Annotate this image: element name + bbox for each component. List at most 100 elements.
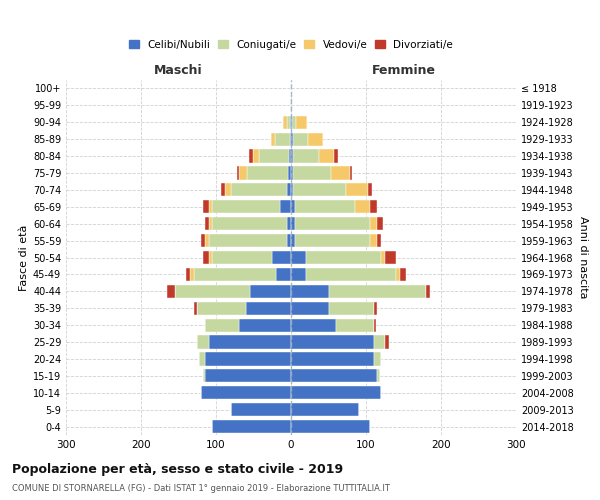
Bar — [290, 99, 291, 112]
Text: Femmine: Femmine — [371, 64, 436, 78]
Bar — [221, 184, 225, 196]
Bar — [329, 284, 426, 298]
Bar — [291, 318, 336, 332]
Bar — [205, 234, 209, 247]
Bar — [212, 200, 280, 213]
Bar — [287, 217, 291, 230]
Bar — [291, 336, 373, 348]
Bar — [271, 132, 275, 146]
Bar — [275, 132, 290, 146]
Bar — [287, 234, 291, 247]
Bar — [209, 251, 212, 264]
Bar — [349, 166, 352, 179]
Bar — [291, 268, 306, 281]
Legend: Celibi/Nubili, Coniugati/e, Vedovi/e, Divorziati/e: Celibi/Nubili, Coniugati/e, Vedovi/e, Di… — [125, 36, 457, 54]
Bar — [253, 150, 259, 162]
Bar — [319, 150, 334, 162]
Bar — [280, 200, 291, 213]
Bar — [249, 150, 253, 162]
Bar — [288, 166, 291, 179]
Bar — [293, 166, 331, 179]
Bar — [290, 132, 291, 146]
Bar — [259, 150, 289, 162]
Bar — [291, 284, 329, 298]
Bar — [201, 386, 291, 400]
Bar — [370, 200, 377, 213]
Bar — [295, 200, 355, 213]
Text: Maschi: Maschi — [154, 64, 203, 78]
Bar — [186, 268, 190, 281]
Y-axis label: Fasce di età: Fasce di età — [19, 224, 29, 290]
Bar — [209, 336, 291, 348]
Bar — [291, 403, 359, 416]
Bar — [306, 251, 381, 264]
Bar — [295, 234, 370, 247]
Bar — [291, 116, 292, 129]
Bar — [331, 166, 349, 179]
Bar — [193, 302, 197, 315]
Bar — [381, 251, 385, 264]
Bar — [287, 184, 291, 196]
Bar — [291, 166, 293, 179]
Bar — [239, 166, 247, 179]
Bar — [289, 150, 291, 162]
Bar — [237, 166, 239, 179]
Bar — [225, 184, 231, 196]
Bar — [291, 217, 295, 230]
Bar — [291, 420, 370, 433]
Bar — [329, 302, 373, 315]
Bar — [368, 184, 372, 196]
Bar — [373, 336, 385, 348]
Bar — [197, 302, 246, 315]
Bar — [373, 352, 381, 366]
Bar — [167, 284, 175, 298]
Bar — [292, 116, 296, 129]
Bar — [385, 336, 389, 348]
Bar — [203, 251, 209, 264]
Bar — [212, 251, 272, 264]
Bar — [212, 217, 287, 230]
Bar — [291, 150, 293, 162]
Bar — [212, 420, 291, 433]
Bar — [205, 369, 291, 382]
Bar — [291, 99, 292, 112]
Bar — [246, 302, 291, 315]
Bar — [209, 200, 212, 213]
Bar — [293, 184, 346, 196]
Bar — [272, 251, 291, 264]
Bar — [293, 150, 319, 162]
Bar — [203, 200, 209, 213]
Bar — [291, 251, 306, 264]
Bar — [203, 369, 205, 382]
Bar — [209, 234, 287, 247]
Bar — [296, 116, 307, 129]
Y-axis label: Anni di nascita: Anni di nascita — [578, 216, 588, 298]
Bar — [231, 403, 291, 416]
Bar — [396, 268, 400, 281]
Bar — [197, 336, 209, 348]
Bar — [287, 116, 290, 129]
Bar — [377, 369, 380, 382]
Bar — [355, 200, 370, 213]
Bar — [283, 116, 287, 129]
Bar — [250, 284, 291, 298]
Bar — [291, 234, 295, 247]
Bar — [205, 352, 291, 366]
Bar — [291, 352, 373, 366]
Bar — [373, 302, 377, 315]
Bar — [205, 318, 239, 332]
Bar — [291, 184, 293, 196]
Text: COMUNE DI STORNARELLA (FG) - Dati ISTAT 1° gennaio 2019 - Elaborazione TUTTITALI: COMUNE DI STORNARELLA (FG) - Dati ISTAT … — [12, 484, 390, 493]
Bar — [175, 284, 250, 298]
Bar — [201, 234, 205, 247]
Bar — [346, 184, 368, 196]
Bar — [291, 386, 381, 400]
Bar — [336, 318, 373, 332]
Bar — [290, 116, 291, 129]
Bar — [308, 132, 323, 146]
Bar — [306, 268, 396, 281]
Bar — [291, 200, 295, 213]
Bar — [370, 234, 377, 247]
Bar — [291, 302, 329, 315]
Bar — [400, 268, 406, 281]
